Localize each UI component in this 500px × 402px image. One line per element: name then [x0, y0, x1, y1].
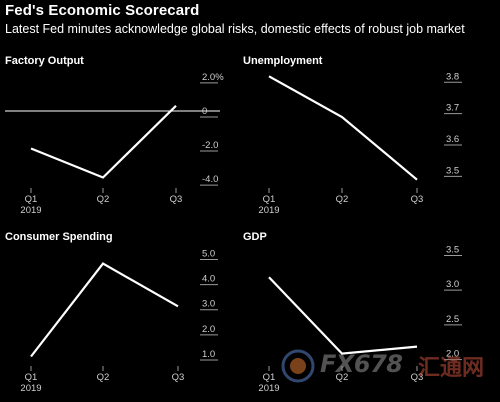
- x-tick-label: Q1: [25, 372, 38, 383]
- y-tick-label: 2.0: [446, 349, 459, 360]
- x-tick-label: Q3: [411, 372, 424, 383]
- watermark-text: FX678: [320, 350, 403, 378]
- series-line: [268, 75, 418, 181]
- x-tick-label: Q3: [170, 194, 183, 205]
- y-tick-label: 0: [202, 106, 207, 117]
- x-tick-label: Q2: [336, 194, 349, 205]
- x-tick-label: 2019: [20, 383, 41, 394]
- panel-title: Factory Output: [5, 55, 84, 67]
- series-line: [30, 262, 179, 358]
- x-tick-label: Q2: [97, 372, 110, 383]
- page-subtitle: Latest Fed minutes acknowledge global ri…: [5, 22, 465, 36]
- watermark-cn-text: 汇通网: [418, 356, 485, 381]
- y-tick-label: 3.0: [202, 299, 215, 310]
- y-tick-label: 3.6: [446, 134, 459, 145]
- y-tick-label: 2.0: [202, 324, 215, 335]
- page-title: Fed's Economic Scorecard: [5, 2, 200, 19]
- x-tick-label: 2019: [20, 205, 41, 216]
- x-tick-label: Q1: [25, 194, 38, 205]
- y-tick-label: 3.8: [446, 71, 459, 82]
- y-tick-label: -4.0: [202, 174, 218, 185]
- y-tick-label: 2.5: [446, 314, 459, 325]
- y-tick-label: 5.0: [202, 249, 215, 260]
- panel-title: Consumer Spending: [5, 231, 113, 243]
- x-tick-label: Q2: [97, 194, 110, 205]
- y-tick-label: -2.0: [202, 140, 218, 151]
- fx678-logo-icon: [281, 349, 315, 383]
- watermark: FX678 汇通网: [276, 346, 496, 386]
- y-tick-label: 3.5: [446, 244, 459, 255]
- x-tick-label: Q2: [336, 372, 349, 383]
- panel-title: GDP: [243, 231, 267, 243]
- x-tick-label: 2019: [258, 205, 279, 216]
- y-tick-label: 3.5: [446, 165, 459, 176]
- x-tick-label: Q3: [411, 194, 424, 205]
- y-tick-label: 1.0: [202, 349, 215, 360]
- x-tick-label: 2019: [258, 383, 279, 394]
- x-tick-label: Q3: [172, 372, 185, 383]
- series-line: [268, 276, 418, 355]
- y-tick-label: 3.0: [446, 279, 459, 290]
- x-tick-label: Q1: [263, 372, 276, 383]
- y-tick-label: 4.0: [202, 274, 215, 285]
- y-tick-label: 2.0%: [202, 72, 224, 83]
- series-line: [30, 105, 177, 179]
- x-tick-label: Q1: [263, 194, 276, 205]
- panel-title: Unemployment: [243, 55, 323, 67]
- y-tick-label: 3.7: [446, 103, 459, 114]
